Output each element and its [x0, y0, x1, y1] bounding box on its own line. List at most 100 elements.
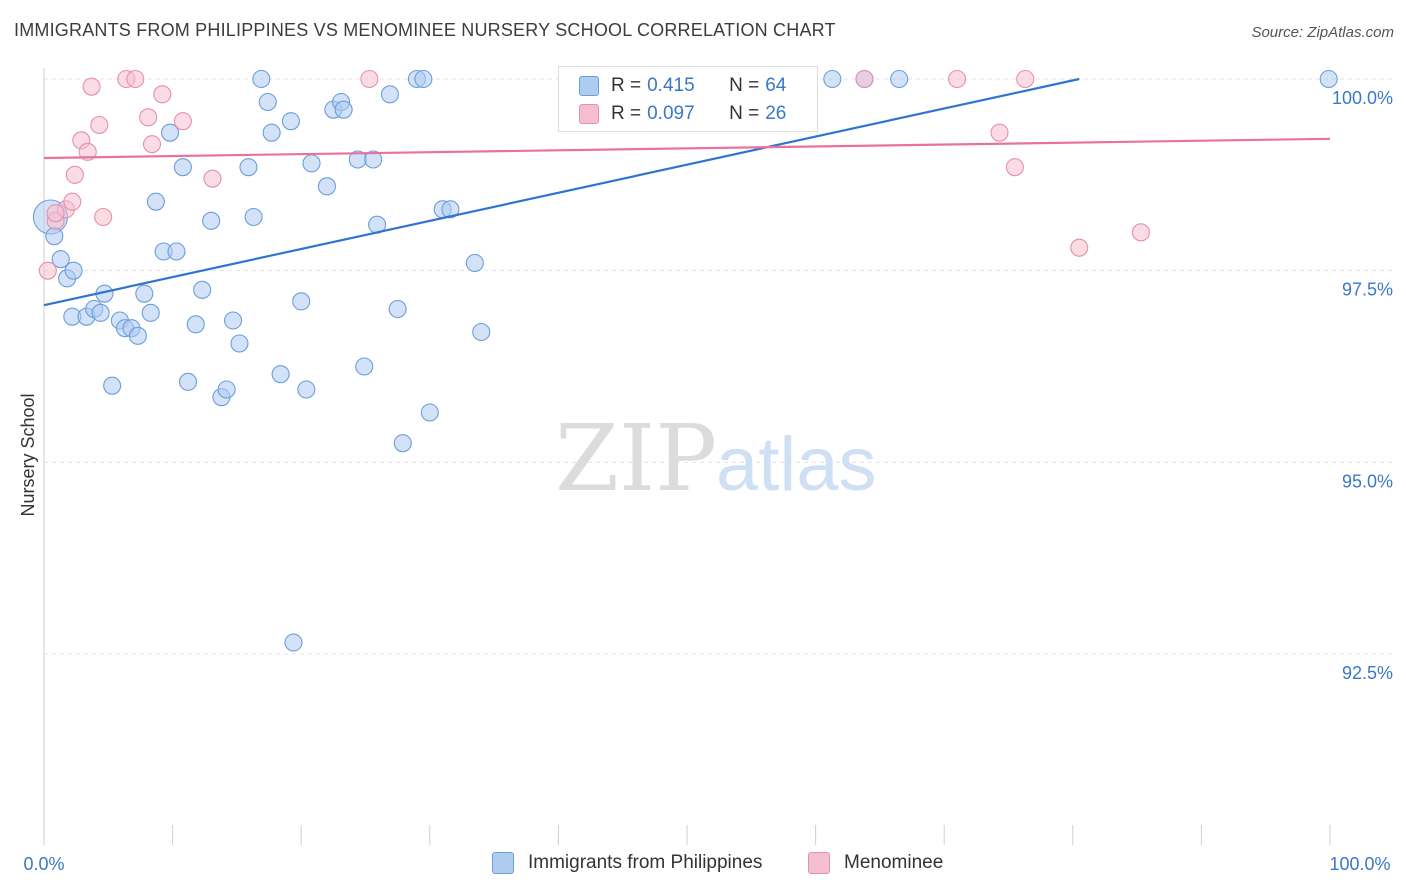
data-point-philippines — [239, 158, 258, 177]
data-point-philippines — [1319, 69, 1338, 89]
legend-swatch-blue — [579, 76, 599, 96]
data-point-philippines — [103, 376, 122, 395]
data-point-menominee — [82, 77, 101, 96]
source-label: Source: ZipAtlas.com — [1251, 24, 1394, 41]
x-tick-label: 100.0% — [1329, 854, 1390, 874]
data-point-menominee — [90, 115, 109, 135]
data-point-philippines — [292, 292, 311, 311]
y-tick-label: 100.0% — [1332, 88, 1393, 108]
data-point-menominee — [1016, 69, 1035, 89]
data-point-menominee — [63, 192, 82, 211]
data-point-philippines — [230, 334, 249, 353]
legend-swatch-pink — [579, 104, 599, 124]
data-point-philippines — [334, 100, 353, 119]
data-point-philippines — [91, 303, 110, 322]
data-point-philippines — [414, 69, 433, 89]
data-point-philippines — [135, 284, 154, 303]
data-point-philippines — [51, 250, 70, 269]
bottom-legend-philippines: Immigrants from Philippines — [492, 852, 762, 874]
data-point-menominee — [142, 135, 162, 154]
chart-title: IMMIGRANTS FROM PHILIPPINES VS MENOMINEE… — [14, 20, 836, 40]
data-point-philippines — [186, 315, 205, 334]
y-tick-label: 92.5% — [1342, 663, 1393, 683]
data-point-menominee — [1131, 223, 1151, 242]
legend-r-label: R = — [611, 103, 642, 124]
points — [32, 69, 1338, 652]
data-point-menominee — [948, 69, 967, 89]
legend-n-label: N = — [729, 75, 760, 96]
data-point-philippines — [465, 253, 484, 273]
data-point-philippines — [380, 85, 399, 104]
data-point-philippines — [420, 403, 439, 422]
data-point-philippines — [890, 69, 909, 89]
x-tick-label: 0.0% — [23, 854, 64, 874]
data-point-philippines — [167, 242, 186, 261]
data-point-philippines — [472, 322, 491, 342]
data-point-menominee — [94, 207, 113, 227]
legend-n-label: N = — [729, 103, 760, 124]
data-point-menominee — [360, 69, 379, 89]
bottom-swatch-pink — [808, 852, 830, 874]
data-point-philippines — [284, 633, 303, 652]
data-point-menominee — [126, 69, 145, 89]
data-point-philippines — [244, 207, 263, 227]
data-point-philippines — [45, 227, 64, 246]
data-point-philippines — [271, 365, 290, 384]
data-point-philippines — [178, 372, 198, 391]
legend-row-menominee: R = 0.097 N = 26 — [579, 102, 786, 126]
bottom-legend-menominee: Menominee — [808, 852, 943, 874]
data-point-philippines — [302, 154, 321, 173]
data-point-menominee — [203, 169, 222, 188]
data-point-philippines — [173, 158, 192, 177]
legend-r-value: 0.415 — [647, 75, 695, 96]
data-point-philippines — [202, 211, 221, 230]
trend-line-philippines — [43, 77, 1080, 307]
data-point-philippines — [64, 261, 83, 280]
data-point-philippines — [160, 123, 180, 142]
legend-n-value: 64 — [765, 75, 787, 96]
watermark-atlas: atlas — [716, 422, 877, 507]
data-point-philippines — [393, 434, 412, 453]
legend-row-philippines: R = 0.415 N = 64 — [579, 74, 786, 98]
data-point-philippines — [217, 380, 236, 399]
trend-lines — [43, 77, 1331, 307]
data-point-philippines — [258, 92, 277, 112]
y-axis-title: Nursery School — [18, 393, 38, 516]
watermark-zip: ZIP — [555, 405, 717, 512]
data-point-philippines — [355, 357, 374, 376]
data-point-menominee — [153, 85, 172, 104]
data-point-philippines — [146, 192, 165, 211]
data-point-philippines — [141, 303, 160, 322]
data-point-philippines — [281, 112, 300, 131]
data-point-menominee — [173, 112, 192, 131]
data-point-menominee — [78, 142, 97, 161]
data-point-menominee — [1070, 238, 1089, 257]
correlation-legend: R = 0.415 N = 64 R = 0.097 N = 26 — [558, 66, 818, 132]
legend-r-value: 0.097 — [647, 103, 695, 124]
y-tick-label: 95.0% — [1342, 471, 1393, 491]
legend-r-label: R = — [611, 75, 642, 96]
data-point-philippines — [262, 123, 281, 142]
data-point-philippines — [252, 69, 271, 89]
axes — [43, 68, 1331, 845]
trend-line-menominee — [43, 137, 1331, 160]
data-point-menominee — [1005, 158, 1024, 177]
data-point-philippines — [223, 311, 243, 330]
data-point-menominee — [46, 204, 65, 223]
data-point-menominee — [990, 123, 1009, 142]
data-point-menominee — [855, 69, 874, 89]
data-point-philippines — [193, 280, 212, 299]
data-point-philippines — [317, 177, 336, 196]
data-point-philippines — [388, 299, 407, 319]
bottom-legend-label: Immigrants from Philippines — [528, 852, 763, 873]
data-point-menominee — [139, 108, 158, 127]
data-point-philippines — [128, 326, 147, 345]
data-point-menominee — [65, 165, 84, 184]
data-point-philippines — [441, 200, 460, 219]
watermark: ZIP atlas — [555, 405, 877, 512]
axis-labels: 100.0% 97.5% 95.0% 92.5% 0.0% 100.0% Nursery S… — [18, 88, 1393, 874]
data-point-philippines — [823, 69, 842, 89]
legend-n-value: 26 — [765, 103, 787, 124]
bottom-legend-label: Menominee — [844, 852, 944, 873]
